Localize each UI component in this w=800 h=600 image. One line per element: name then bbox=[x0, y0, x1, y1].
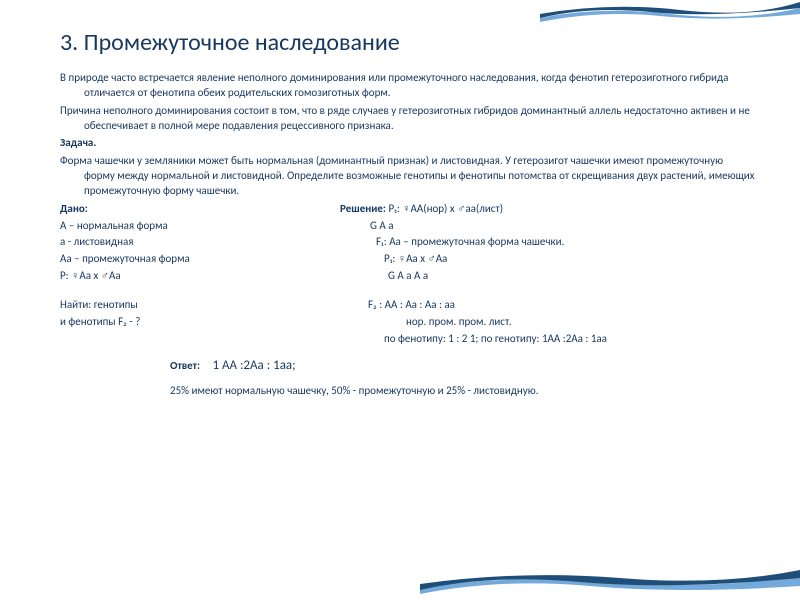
find-phenotypes: и фенотипы F₂ - ? bbox=[60, 315, 340, 330]
solution-f2: F₂ : АА : Аа : Аа : аа bbox=[340, 298, 755, 313]
decorative-wave-top bbox=[540, 0, 800, 30]
solution-p2-cross: P₁: ♀Аа х ♂Аа bbox=[340, 252, 755, 267]
solution-phenotype-labels: нор. пром. пром. лист. bbox=[340, 315, 755, 330]
task-text: Форма чашечки у земляники может быть нор… bbox=[60, 154, 755, 199]
intro-paragraph-1: В природе часто встречается явление непо… bbox=[60, 71, 755, 101]
task-label: Задача. bbox=[60, 136, 755, 151]
given-allele-a: а - листовидная bbox=[60, 235, 340, 250]
find-genotypes: Найти: генотипы bbox=[60, 298, 340, 313]
solution-ratio: по фенотипу: 1 : 2 1; по генотипу: 1АА :… bbox=[340, 332, 755, 347]
decorative-wave-bottom bbox=[420, 566, 800, 600]
solution-f1: F₁: Аа – промежуточная форма чашечки. bbox=[340, 235, 755, 250]
intro-paragraph-2: Причина неполного доминирования состоит … bbox=[60, 104, 755, 134]
solution-p1-cross: P₁: ♀АА(нор) х ♂аа(лист) bbox=[388, 202, 503, 215]
given-allele-A: А – нормальная форма bbox=[60, 219, 340, 234]
solution-gametes-1: G A a bbox=[340, 219, 755, 234]
given-label: Дано: bbox=[60, 202, 340, 217]
solution-line-p1: Решение: P₁: ♀АА(нор) х ♂аа(лист) bbox=[340, 202, 755, 217]
answer-ratio: 1 АА :2Аа : 1аа; bbox=[212, 358, 295, 373]
answer-label: Ответ: bbox=[170, 359, 200, 372]
empty-left bbox=[60, 332, 340, 347]
solution-label: Решение: bbox=[340, 202, 386, 215]
answer-line-1: Ответ: 1 АА :2Аа : 1аа; bbox=[60, 357, 755, 375]
given-allele-Aa: Аа – промежуточная форма bbox=[60, 252, 340, 267]
given-parents: Р: ♀Аа х ♂Аа bbox=[60, 269, 340, 284]
slide-content: 3. Промежуточное наследование В природе … bbox=[0, 0, 800, 419]
answer-line-2: 25% имеют нормальную чашечку, 50% - пром… bbox=[60, 384, 755, 399]
slide-title: 3. Промежуточное наследование bbox=[60, 28, 755, 57]
body-text: В природе часто встречается явление непо… bbox=[60, 71, 755, 399]
solution-gametes-2: G A a A a bbox=[340, 269, 755, 284]
